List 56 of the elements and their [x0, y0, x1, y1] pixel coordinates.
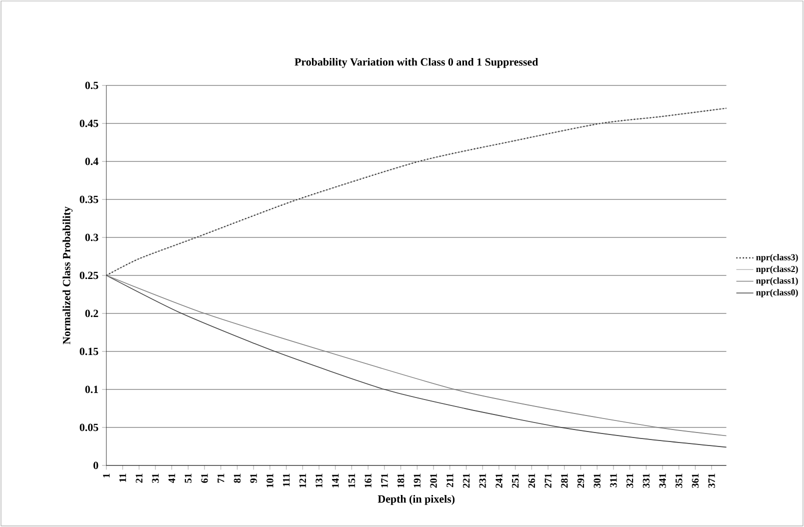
y-tick-label: 0.05: [80, 424, 98, 432]
y-tick-label: 0.2: [85, 310, 98, 318]
x-tick-label: 161: [364, 474, 372, 488]
x-tick-label: 351: [676, 474, 682, 488]
x-tick-label: 311: [610, 474, 617, 488]
x-tick-label: 301: [594, 474, 600, 488]
x-tick-label: 201: [430, 474, 437, 488]
x-tick-label: 211: [446, 474, 454, 488]
x-tick-label: 241: [496, 474, 502, 488]
x-tick-label: 181: [397, 474, 404, 488]
x-axis-title: Depth (in pixels): [378, 494, 455, 505]
legend-label: npr(class2): [756, 266, 798, 274]
x-tick-label: 141: [332, 474, 339, 488]
y-tick-label: 0.35: [80, 196, 98, 204]
y-tick-label: 0.5: [85, 82, 98, 90]
x-tick-label: 31: [152, 474, 159, 483]
x-tick-label: 11: [119, 474, 126, 482]
legend-label: npr(class1): [756, 277, 798, 286]
legend-label: npr(class3): [756, 254, 798, 262]
x-tick-label: 221: [462, 474, 470, 488]
x-tick-label: 71: [218, 474, 224, 483]
x-tick-label: 61: [201, 474, 208, 483]
x-tick-label: 101: [266, 474, 274, 488]
x-tick-label: 331: [642, 474, 650, 488]
y-axis-title: Normalized Class Probability: [62, 206, 73, 344]
x-tick-label: 171: [381, 474, 388, 488]
x-tick-label: 321: [626, 474, 634, 488]
y-tick-label: 0.3: [85, 234, 98, 242]
y-tick-label: 0.1: [85, 386, 98, 394]
x-tick-label: 291: [577, 474, 584, 488]
x-tick-label: 341: [659, 474, 666, 488]
x-tick-label: 111: [283, 474, 290, 486]
x-tick-label: 1: [103, 474, 110, 478]
x-tick-label: 281: [561, 474, 568, 488]
legend-label: npr(class0): [756, 289, 798, 298]
y-tick-label: 0.4: [85, 158, 98, 166]
x-tick-label: 81: [234, 474, 241, 483]
x-tick-label: 21: [136, 474, 142, 483]
y-tick-label: 0.15: [80, 348, 98, 356]
x-tick-label: 261: [528, 474, 536, 488]
y-tick-label: 0.25: [80, 272, 98, 280]
x-tick-label: 371: [708, 474, 715, 488]
x-tick-label: 131: [316, 474, 322, 488]
x-tick-label: 231: [479, 474, 486, 488]
x-tick-label: 191: [414, 474, 421, 488]
x-tick-label: 271: [544, 474, 552, 488]
x-tick-label: 251: [512, 474, 519, 488]
x-tick-label: 121: [299, 474, 306, 488]
x-tick-label: 51: [184, 474, 192, 483]
x-tick-label: 91: [250, 474, 257, 483]
y-tick-label: 0.45: [80, 120, 98, 128]
x-tick-label: 41: [168, 474, 176, 484]
x-tick-label: 361: [692, 474, 699, 488]
chart-title: Probability Variation with Class 0 and 1 Suppressed: [294, 58, 538, 68]
x-tick-label: 151: [348, 474, 356, 488]
y-tick-label: 0: [94, 462, 98, 470]
